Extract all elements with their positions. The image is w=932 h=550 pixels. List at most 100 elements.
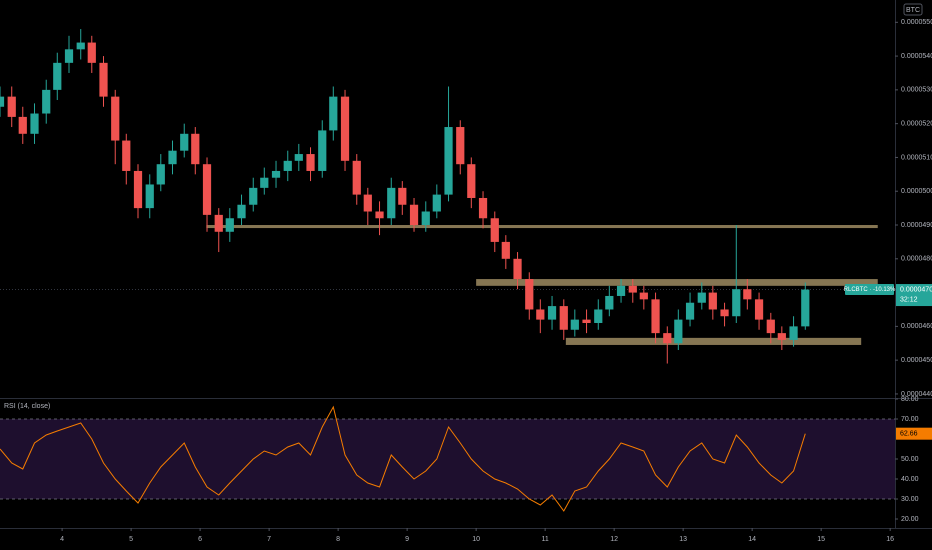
candle-body: [605, 295, 614, 310]
rsi-y-tick-label: 20.00: [901, 516, 919, 523]
candle-body: [249, 187, 258, 205]
candle-body: [214, 214, 223, 232]
x-tick-label: 16: [886, 536, 894, 543]
candle-body: [271, 170, 281, 178]
candle-body: [202, 164, 212, 215]
candle-body: [801, 289, 810, 327]
y-tick-label: 0.00004900: [901, 222, 932, 229]
candle-body: [777, 333, 786, 340]
candle-body: [732, 289, 741, 317]
candle-body: [122, 140, 131, 171]
x-tick-label: 12: [610, 536, 618, 543]
candle-body: [570, 319, 579, 330]
candle-body: [432, 194, 441, 212]
x-tick-label: 15: [817, 536, 825, 543]
candle-body: [53, 62, 62, 90]
symbol-pill: [845, 284, 894, 296]
candle-body: [478, 197, 488, 219]
candle-body: [616, 285, 626, 296]
y-tick-label: 0.00005100: [901, 154, 932, 161]
candle-body: [421, 211, 430, 226]
y-tick-label: 0.00004400: [901, 391, 932, 398]
candle-body: [363, 194, 372, 212]
candle-body: [7, 96, 16, 117]
candle-body: [467, 164, 476, 198]
candle-body: [133, 170, 143, 209]
candle-body: [651, 299, 660, 334]
y-tick-label: 0.00004800: [901, 256, 932, 263]
candle-body: [409, 204, 419, 226]
candle-body: [64, 49, 74, 63]
rsi-y-tick-label: 70.00: [901, 416, 919, 423]
y-tick-label: 0.00005200: [901, 121, 932, 128]
rsi-y-tick-label: 80.00: [901, 396, 919, 403]
candle-body: [306, 154, 315, 171]
symbol-label: RLCBTC · -10.13%: [844, 287, 896, 293]
candle-body: [42, 89, 51, 114]
y-tick-label: 0.00005000: [901, 188, 932, 195]
candle-body: [559, 306, 568, 330]
candle-body: [663, 333, 672, 344]
candle-body: [639, 292, 648, 300]
candle-body: [375, 211, 384, 219]
rsi-line: [0, 405, 806, 512]
last-price-label: 0.00004709: [900, 286, 932, 293]
candle-body: [501, 241, 510, 259]
y-tick-label: 0.00005500: [901, 19, 932, 26]
candle-body: [708, 292, 717, 310]
candle-body: [191, 133, 200, 165]
candle-body: [260, 177, 269, 188]
x-tick-label: 13: [679, 536, 687, 543]
x-tick-label: 5: [129, 536, 133, 543]
candle-body: [30, 113, 39, 134]
candle-body: [156, 164, 165, 185]
candle-body: [87, 42, 96, 63]
y-tick-label: 0.00004600: [901, 323, 932, 330]
rsi-last-label: 62.66: [900, 431, 918, 438]
x-tick-label: 7: [267, 536, 271, 543]
candle-body: [628, 285, 637, 293]
candle-body: [525, 279, 534, 310]
candle-body: [387, 187, 396, 219]
x-tick-label: 6: [198, 536, 202, 543]
x-tick-label: 11: [542, 536, 549, 543]
candle-body: [168, 150, 177, 165]
candle-body: [283, 160, 292, 171]
candle-body: [180, 133, 189, 151]
candle-body: [225, 218, 234, 232]
zone: [206, 225, 878, 229]
candle-body: [456, 127, 465, 165]
x-tick-label: 9: [405, 536, 409, 543]
countdown: 32:12: [900, 296, 918, 303]
rsi-last-pill: [896, 427, 932, 440]
candle-body: [674, 319, 683, 344]
candle-body: [594, 309, 603, 323]
candle-body: [754, 299, 764, 320]
candle-body: [76, 42, 85, 50]
candle-body: [18, 116, 27, 134]
x-tick-label: 8: [336, 536, 340, 543]
candle-body: [398, 187, 407, 205]
x-tick-label: 4: [60, 536, 64, 543]
candle-body: [340, 96, 350, 161]
x-tick-label: 10: [472, 536, 480, 543]
rsi-y-tick-label: 40.00: [901, 476, 919, 483]
rsi-y-tick-label: 30.00: [901, 496, 919, 503]
zone: [476, 279, 878, 286]
currency-pill[interactable]: [903, 3, 923, 16]
candle-body: [99, 62, 108, 97]
currency-label[interactable]: BTC: [906, 7, 920, 14]
candle-body: [0, 96, 5, 107]
candle-body: [329, 96, 338, 131]
candle-body: [743, 289, 752, 300]
rsi-title: RSI (14, close): [4, 403, 50, 410]
candle-body: [318, 130, 327, 171]
y-tick-label: 0.00005400: [901, 53, 932, 60]
candle-body: [145, 184, 154, 209]
candle-body: [352, 160, 361, 195]
rsi-y-tick-label: 50.00: [901, 456, 919, 463]
candle-body: [444, 127, 453, 195]
candle-body: [766, 319, 775, 334]
last-price-pill: [896, 284, 932, 307]
